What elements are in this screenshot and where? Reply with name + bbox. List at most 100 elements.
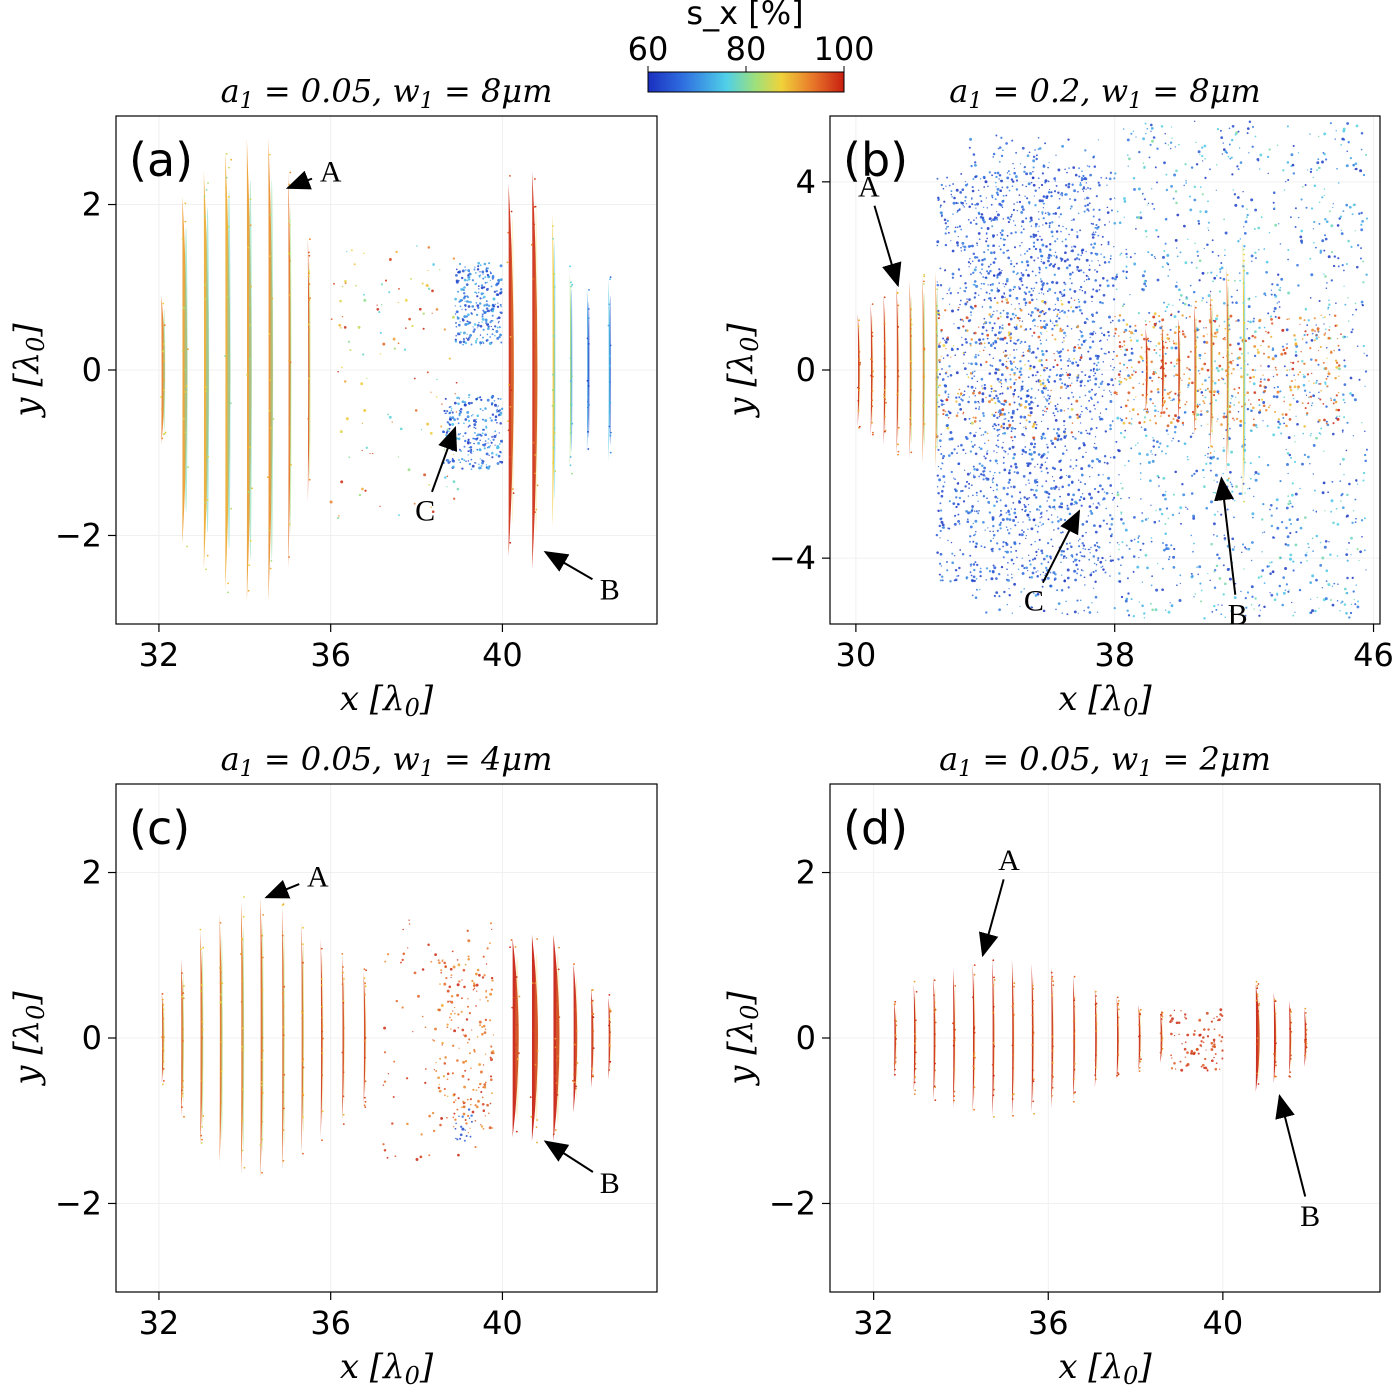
scatter-point — [1112, 456, 1116, 459]
scatter-point — [1114, 315, 1116, 318]
band-speckle — [160, 396, 163, 398]
scatter-point — [939, 204, 942, 207]
scatter-point — [1034, 189, 1037, 192]
scatter-point — [485, 269, 488, 273]
scatter-point — [489, 336, 492, 338]
scatter-point — [1067, 182, 1071, 186]
scatter-point — [1144, 229, 1148, 233]
scatter-point — [1108, 221, 1110, 223]
scatter-point — [941, 379, 944, 381]
scatter-point — [496, 290, 498, 292]
scatter-point — [1351, 521, 1354, 525]
scatter-point — [408, 317, 411, 321]
scatter-point — [1174, 425, 1177, 429]
scatter-point — [1247, 547, 1250, 551]
scatter-point — [1203, 617, 1206, 620]
scatter-point — [1209, 456, 1213, 460]
scatter-point — [1216, 420, 1218, 422]
scatter-point — [1010, 215, 1013, 218]
scatter-point — [1294, 226, 1297, 228]
scatter-point — [1343, 603, 1347, 606]
scatter-point — [959, 407, 963, 411]
scatter-point — [958, 566, 961, 570]
scatter-point — [1151, 459, 1155, 463]
scatter-point — [1231, 124, 1235, 128]
band-speckle — [609, 364, 611, 367]
scatter-point — [1213, 450, 1216, 452]
scatter-point — [955, 201, 958, 205]
scatter-point — [463, 422, 465, 425]
scatter-point — [968, 417, 971, 420]
scatter-point — [1276, 283, 1279, 287]
scatter-point — [989, 470, 991, 473]
scatter-point — [1012, 162, 1014, 165]
scatter-point — [968, 266, 970, 268]
scatter-point — [1250, 585, 1254, 589]
scatter-point — [1199, 373, 1201, 375]
scatter-point — [979, 588, 981, 591]
scatter-point — [1174, 392, 1177, 395]
scatter-point — [1049, 557, 1052, 560]
scatter-point — [1095, 364, 1098, 367]
scatter-point — [973, 375, 976, 377]
scatter-point — [1198, 565, 1202, 569]
scatter-point — [1151, 139, 1154, 143]
scatter-point — [399, 427, 403, 431]
grid — [116, 116, 657, 624]
scatter-point — [1294, 379, 1296, 381]
scatter-point — [1137, 540, 1140, 544]
band-speckle — [186, 545, 188, 548]
scatter-point — [1080, 371, 1083, 373]
scatter-point — [1223, 447, 1225, 449]
scatter-point — [461, 269, 465, 273]
scatter-point — [962, 394, 964, 397]
scatter-point — [497, 405, 500, 407]
bunch-band-core — [609, 295, 612, 445]
scatter-point — [453, 401, 457, 405]
scatter-point — [1054, 573, 1057, 576]
scatter-point — [1167, 517, 1170, 520]
scatter-point — [1272, 395, 1276, 398]
scatter-point — [986, 432, 989, 435]
scatter-point — [1109, 484, 1113, 487]
scatter-point — [1254, 257, 1257, 260]
scatter-point — [1220, 136, 1224, 140]
scatter-point — [1267, 312, 1270, 315]
scatter-point — [1277, 418, 1281, 421]
scatter-point — [1053, 414, 1056, 417]
scatter-point — [1042, 207, 1045, 209]
scatter-point — [1040, 342, 1042, 345]
scatter-point — [972, 494, 974, 497]
scatter-point — [1327, 372, 1331, 376]
band-speckle — [225, 186, 227, 189]
scatter-point — [1304, 184, 1307, 186]
scatter-point — [1192, 290, 1196, 294]
scatter-point — [391, 421, 393, 423]
scatter-point — [1066, 171, 1068, 174]
scatter-clusters — [329, 245, 504, 520]
scatter-point — [450, 409, 452, 412]
scatter-point — [491, 451, 494, 455]
scatter-point — [1061, 382, 1064, 385]
scatter-point — [954, 578, 958, 582]
scatter-point — [464, 266, 466, 268]
scatter-point — [1080, 473, 1084, 477]
scatter-point — [1066, 258, 1069, 261]
scatter-point — [1313, 489, 1316, 492]
scatter-point — [991, 225, 994, 228]
scatter-point — [1142, 137, 1146, 141]
scatter-point — [1028, 496, 1031, 499]
scatter-point — [463, 295, 467, 298]
band-speckle — [205, 568, 207, 571]
scatter-point — [1114, 378, 1117, 380]
scatter-point — [1043, 320, 1045, 322]
scatter-point — [1058, 216, 1060, 218]
scatter-point — [1044, 212, 1047, 215]
scatter-point — [1215, 366, 1219, 370]
scatter-point — [1045, 367, 1049, 370]
scatter-point — [1095, 223, 1098, 227]
scatter-point — [1200, 410, 1202, 412]
scatter-point — [1206, 272, 1209, 274]
scatter-point — [343, 326, 347, 329]
scatter-point — [976, 202, 979, 206]
